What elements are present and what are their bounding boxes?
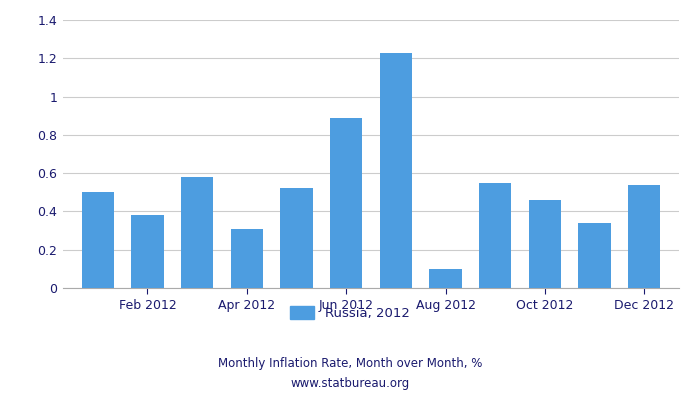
Text: Monthly Inflation Rate, Month over Month, %: Monthly Inflation Rate, Month over Month… [218, 358, 482, 370]
Bar [231, 229, 263, 288]
Bar [379, 52, 412, 288]
Bar [280, 188, 313, 288]
Bar [578, 223, 610, 288]
Bar [132, 215, 164, 288]
Bar [479, 183, 511, 288]
Bar [628, 185, 660, 288]
Bar [82, 192, 114, 288]
Legend: Russia, 2012: Russia, 2012 [285, 301, 415, 326]
Bar [429, 269, 462, 288]
Bar [528, 200, 561, 288]
Bar [181, 177, 214, 288]
Text: www.statbureau.org: www.statbureau.org [290, 378, 410, 390]
Bar [330, 118, 363, 288]
